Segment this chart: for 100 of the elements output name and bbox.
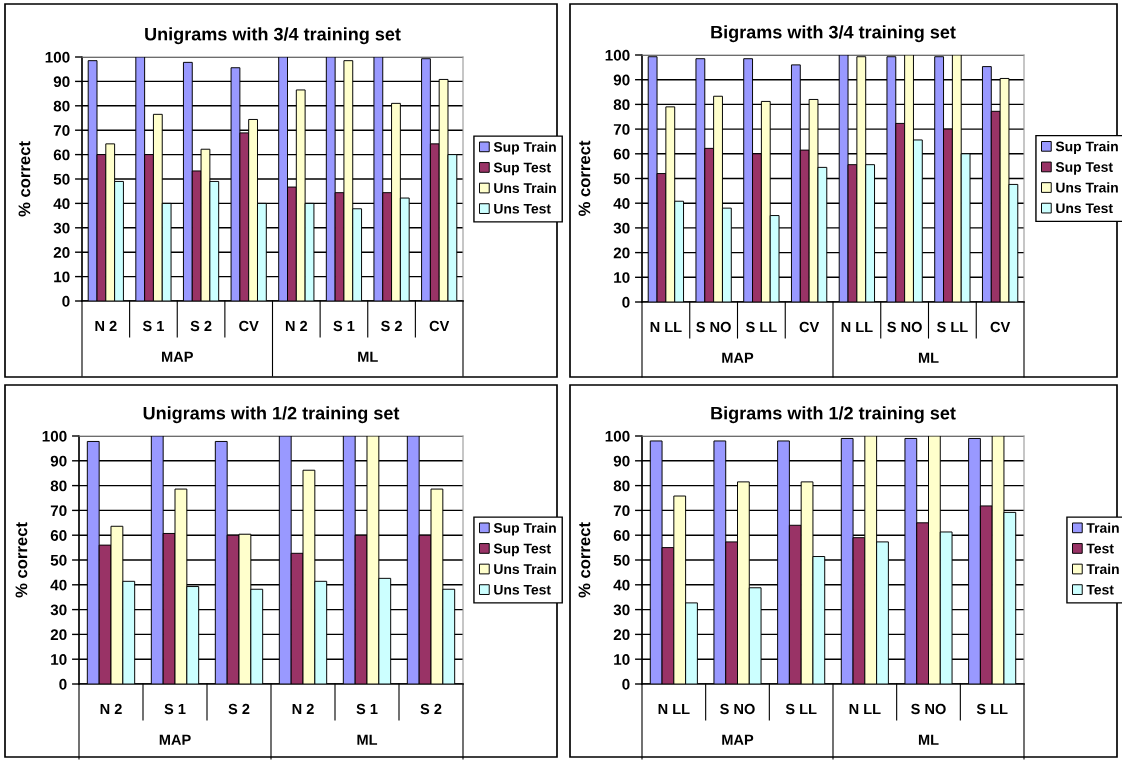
- y-tick-label: 30: [53, 222, 70, 234]
- y-tick-label: 100: [42, 430, 67, 442]
- x-tick-label: CV: [799, 321, 820, 333]
- legend-label: Test: [1086, 543, 1114, 554]
- y-tick-label: 80: [613, 480, 630, 492]
- text: MAP: [722, 352, 754, 363]
- y-tick-label: 90: [53, 76, 70, 88]
- legend-label: Uns Train: [494, 563, 556, 575]
- y-tick-label: 30: [613, 604, 630, 616]
- legend-label: Train: [1086, 522, 1119, 533]
- y-tick-label: 20: [50, 629, 67, 641]
- y-tick-label: 100: [605, 430, 630, 442]
- x-tick-label: N 2: [285, 320, 308, 332]
- y-tick-label: 0: [622, 678, 630, 690]
- y-tick-label: 70: [613, 505, 630, 517]
- x-tick-label: S NO: [887, 321, 922, 333]
- y-tick-label: 60: [613, 530, 630, 541]
- y-tick-label: 20: [613, 629, 630, 641]
- x-tick-label: N 2: [292, 703, 314, 715]
- y-tick-label: 40: [613, 198, 630, 209]
- x-tick-label: S 1: [333, 320, 355, 332]
- x-tick-label: N LL: [841, 321, 873, 333]
- x-tick-label: S 1: [356, 703, 378, 715]
- y-tick-label: 80: [53, 100, 70, 112]
- text: ML: [358, 351, 378, 362]
- x-tick-label: S NO: [720, 703, 755, 715]
- y-axis-title: % correct: [18, 141, 31, 217]
- y-tick-label: 60: [613, 148, 630, 160]
- legend-label: Sup Test: [493, 543, 551, 557]
- legend-label: Uns Train: [1056, 182, 1118, 193]
- x-tick-label: S NO: [911, 703, 946, 715]
- chart-title: Bigrams with 1/2 training set: [711, 406, 956, 424]
- chart-title: Unigrams with 1/2 training set: [143, 406, 400, 424]
- x-tick-label: N 2: [100, 703, 122, 715]
- x-tick-label: S 2: [228, 703, 250, 715]
- x-tick-label: S LL: [785, 703, 817, 715]
- x-tick-label: S LL: [976, 703, 1008, 715]
- y-tick-label: 60: [53, 149, 70, 161]
- x-tick-label: S 2: [190, 320, 212, 332]
- y-tick-label: 40: [50, 579, 67, 591]
- y-tick-label: 70: [53, 125, 70, 136]
- y-tick-label: 0: [622, 296, 630, 308]
- text: MAP: [159, 734, 191, 745]
- x-tick-label: N LL: [658, 703, 690, 715]
- y-tick-label: 30: [50, 604, 67, 616]
- y-tick-label: 60: [50, 530, 67, 541]
- legend-label: Sup Test: [1055, 162, 1113, 175]
- y-axis-title: % correct: [578, 522, 591, 598]
- text: MAP: [162, 351, 193, 362]
- y-tick-label: 50: [613, 554, 630, 566]
- x-tick-label: N LL: [849, 703, 881, 715]
- legend-label: Uns Test: [494, 584, 551, 595]
- x-tick-label: S LL: [746, 321, 777, 333]
- y-tick-label: 50: [53, 173, 70, 185]
- y-tick-label: 20: [53, 247, 70, 258]
- y-tick-label: 40: [53, 198, 70, 210]
- x-tick-label: N 2: [95, 320, 117, 332]
- y-tick-label: 20: [613, 247, 630, 259]
- x-tick-label: CV: [990, 321, 1011, 333]
- y-tick-label: 70: [50, 505, 67, 517]
- chart-title: Unigrams with 3/4 training set: [145, 27, 401, 45]
- x-tick-label: S 1: [164, 703, 186, 715]
- legend-label: Sup Train: [493, 141, 556, 155]
- y-axis-title: % correct: [578, 140, 591, 217]
- y-tick-label: 50: [50, 554, 67, 566]
- legend-label: Sup Train: [493, 522, 556, 536]
- y-tick-label: 70: [613, 123, 630, 135]
- x-tick-label: S NO: [696, 321, 731, 333]
- text: ML: [918, 352, 939, 363]
- x-tick-label: S 2: [381, 320, 402, 332]
- legend-label: Uns Train: [494, 182, 556, 194]
- y-tick-label: 10: [54, 271, 70, 283]
- y-tick-label: 90: [613, 455, 630, 467]
- y-tick-label: 10: [614, 654, 630, 665]
- x-tick-label: CV: [429, 320, 450, 332]
- y-tick-label: 10: [614, 272, 630, 283]
- y-tick-label: 40: [613, 579, 630, 591]
- y-tick-label: 30: [613, 222, 630, 234]
- legend-label: Sup Test: [493, 162, 551, 176]
- y-tick-label: 90: [50, 455, 67, 467]
- legend-label: Train: [1086, 563, 1119, 575]
- y-tick-label: 80: [613, 99, 630, 111]
- y-tick-label: 0: [62, 295, 70, 307]
- y-tick-label: 80: [50, 480, 67, 492]
- legend-label: Test: [1086, 584, 1114, 595]
- x-tick-label: S 1: [142, 320, 164, 332]
- x-tick-label: CV: [239, 320, 259, 332]
- y-tick-label: 10: [51, 654, 67, 665]
- text: MAP: [722, 734, 754, 745]
- y-tick-label: 50: [613, 173, 630, 185]
- legend-label: Uns Test: [1056, 203, 1113, 214]
- x-tick-label: S 2: [420, 703, 442, 715]
- text: ML: [357, 734, 378, 745]
- y-axis-title: % correct: [15, 522, 28, 598]
- y-tick-label: 0: [59, 678, 67, 690]
- y-tick-label: 90: [613, 74, 630, 86]
- y-tick-label: 100: [45, 51, 70, 63]
- legend-label: Sup Train: [1055, 141, 1118, 155]
- x-tick-label: N LL: [650, 321, 682, 333]
- y-tick-label: 100: [605, 49, 630, 61]
